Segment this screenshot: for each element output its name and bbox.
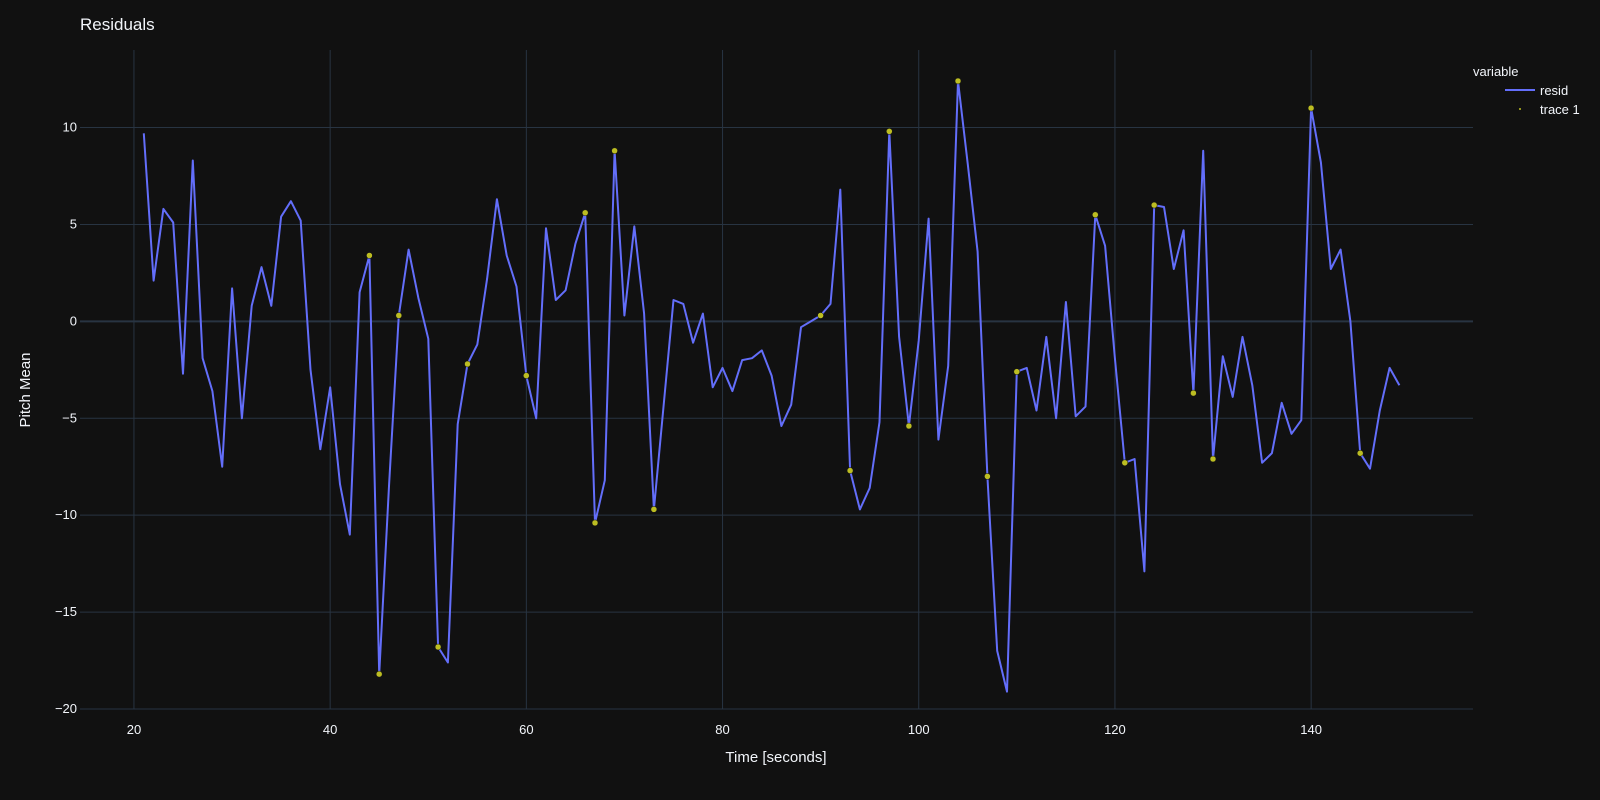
- data-point-trace-1[interactable]: [846, 467, 854, 474]
- legend[interactable]: variable resid trace 1: [1473, 64, 1580, 117]
- data-point-trace-1[interactable]: [464, 360, 471, 368]
- chart-title: Residuals: [80, 15, 155, 34]
- data-point-trace-1[interactable]: [1013, 368, 1021, 375]
- series-line-resid[interactable]: [142, 80, 1401, 693]
- y-axis-title: Pitch Mean: [17, 352, 34, 427]
- data-point-trace-1[interactable]: [905, 422, 913, 430]
- legend-marker-icon: [1519, 108, 1521, 110]
- x-tick-label: 60: [519, 722, 533, 737]
- data-point-trace-1[interactable]: [395, 312, 403, 319]
- y-tick-label: 10: [63, 120, 77, 135]
- x-tick-label: 140: [1300, 722, 1322, 737]
- grid-lines: [80, 50, 1473, 710]
- legend-title: variable: [1473, 64, 1519, 79]
- x-tick-label: 100: [908, 722, 930, 737]
- y-tick-label: −15: [55, 604, 77, 619]
- legend-item-trace-1[interactable]: trace 1: [1519, 102, 1580, 117]
- data-point-trace-1[interactable]: [1121, 459, 1129, 467]
- data-point-trace-1[interactable]: [1092, 211, 1099, 219]
- data-point-trace-1[interactable]: [1190, 389, 1197, 397]
- legend-label-resid: resid: [1540, 83, 1568, 98]
- legend-item-resid[interactable]: resid: [1505, 83, 1568, 98]
- data-point-trace-1[interactable]: [1307, 104, 1315, 112]
- y-tick-label: 0: [70, 313, 77, 328]
- data-point-trace-1[interactable]: [1150, 201, 1158, 209]
- data-point-trace-1[interactable]: [650, 506, 658, 513]
- data-point-trace-1[interactable]: [984, 473, 991, 480]
- data-point-trace-1[interactable]: [375, 670, 383, 678]
- data-point-trace-1[interactable]: [366, 252, 373, 259]
- y-tick-label: 5: [70, 216, 77, 231]
- x-axis-title: Time [seconds]: [725, 749, 826, 766]
- data-point-trace-1[interactable]: [591, 519, 599, 527]
- x-tick-label: 80: [715, 722, 729, 737]
- data-point-trace-1[interactable]: [886, 128, 893, 135]
- data-point-trace-1[interactable]: [611, 147, 618, 155]
- x-tick-label: 120: [1104, 722, 1126, 737]
- y-tick-label: −5: [62, 410, 77, 425]
- series-layer[interactable]: [142, 77, 1401, 693]
- data-point-trace-1[interactable]: [817, 312, 824, 319]
- data-point-trace-1[interactable]: [434, 643, 442, 651]
- legend-label-trace-1: trace 1: [1540, 102, 1580, 117]
- data-point-trace-1[interactable]: [1209, 455, 1217, 463]
- y-tick-label: −10: [55, 507, 77, 522]
- y-tick-label: −20: [55, 701, 77, 716]
- x-tick-label: 40: [323, 722, 337, 737]
- data-point-trace-1[interactable]: [954, 77, 962, 85]
- data-point-trace-1[interactable]: [523, 372, 530, 379]
- tick-labels: 20 40 60 80 100 120 140 −20 −15 −10 −5 0 5 10: [55, 120, 1322, 737]
- x-tick-label: 20: [127, 722, 141, 737]
- data-point-trace-1[interactable]: [1356, 449, 1364, 457]
- data-point-trace-1[interactable]: [581, 209, 589, 217]
